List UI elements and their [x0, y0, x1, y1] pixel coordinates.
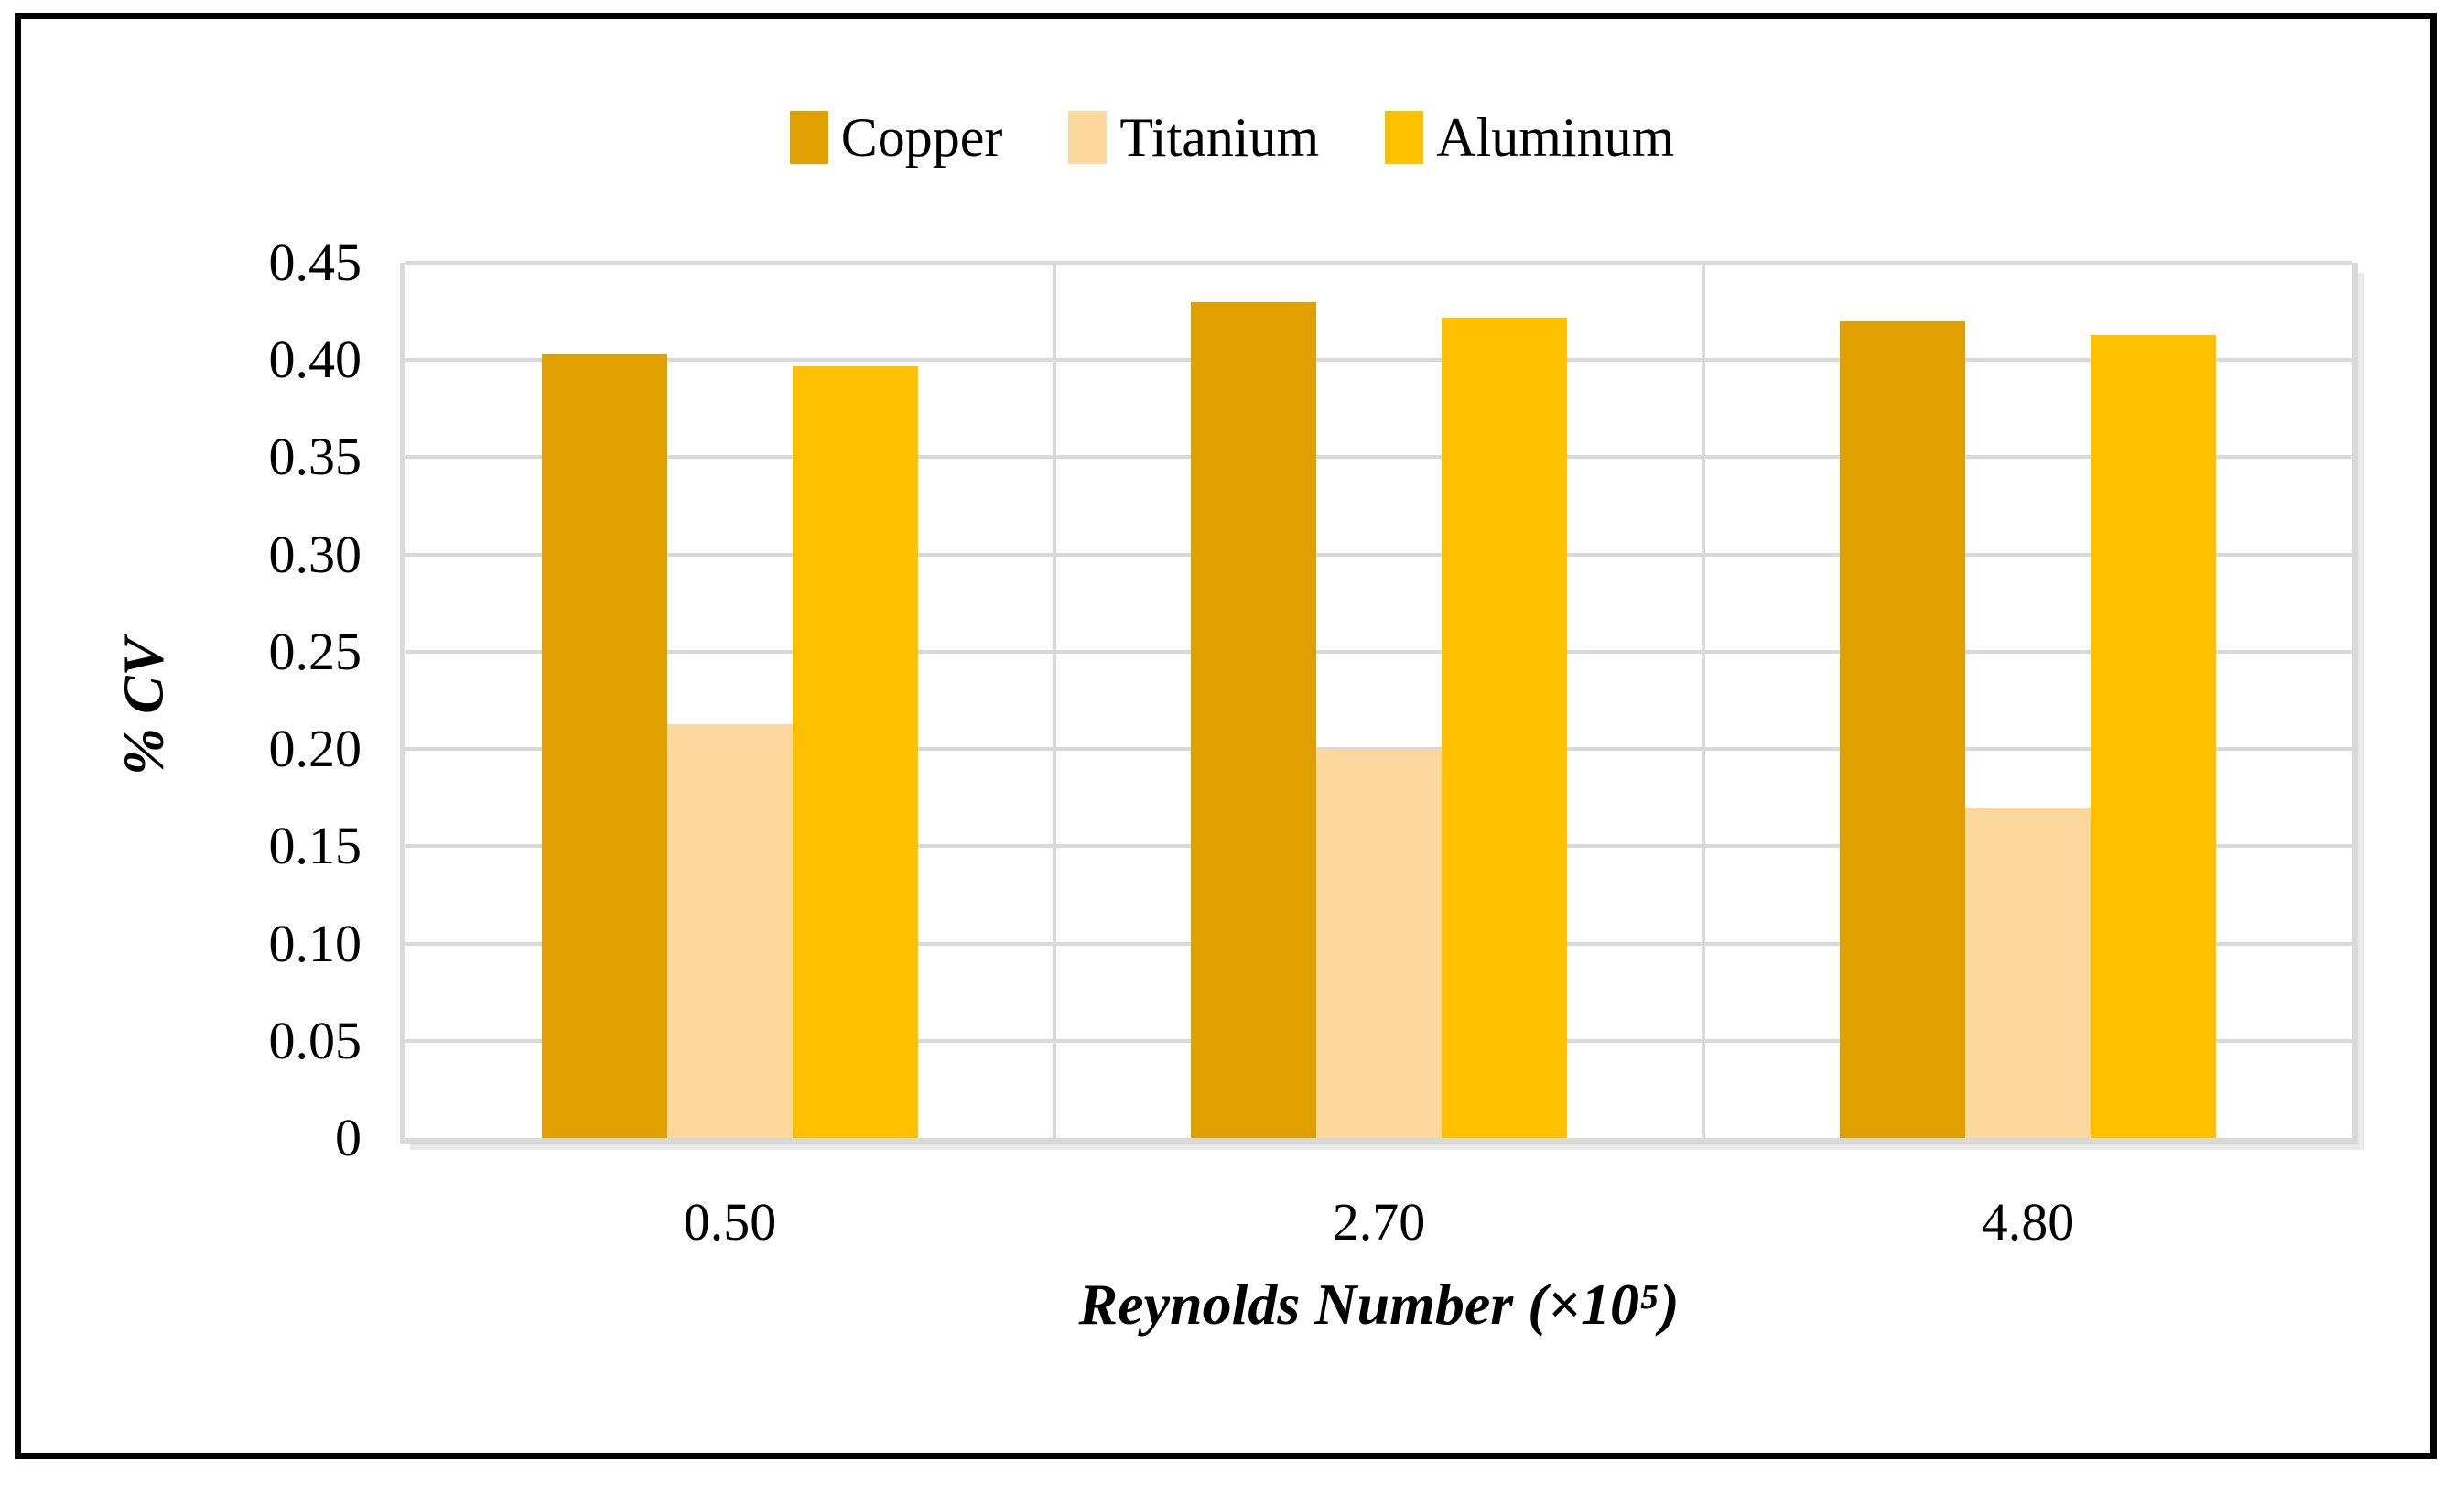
bar-copper-0.50 [542, 353, 667, 1138]
legend-swatch-icon [1385, 111, 1424, 164]
chart-border [15, 13, 2437, 1459]
y-tick-label: 0.30 [268, 524, 362, 584]
y-tick-label: 0.25 [268, 621, 362, 681]
y-tick-label: 0 [335, 1108, 362, 1167]
h-gridline [405, 261, 2352, 266]
y-tick-label: 0.20 [268, 719, 362, 779]
legend-label: Aluminum [1436, 107, 1675, 168]
bar-titanium-2.70 [1316, 749, 1442, 1138]
v-gridline [1053, 263, 1056, 1138]
y-tick-label: 0.35 [268, 427, 362, 487]
h-gridline [405, 747, 2352, 752]
legend: Copper Titanium Aluminum [0, 93, 2464, 181]
h-gridline [405, 552, 2352, 557]
legend-item-copper: Copper [789, 107, 1003, 168]
y-tick-label: 0.40 [268, 330, 362, 390]
legend-swatch-icon [1068, 111, 1108, 164]
x-axis-title: Reynolds Number (×10⁵) [1078, 1272, 1680, 1337]
legend-item-titanium: Titanium [1068, 110, 1319, 165]
bar-titanium-4.80 [1965, 807, 2091, 1138]
bar-copper-2.70 [1191, 301, 1316, 1138]
bar-aluminum-0.50 [793, 365, 918, 1138]
y-axis-title: % CV [113, 638, 176, 775]
legend-label: Titanium [1119, 107, 1320, 168]
y-tick-label: 0.45 [268, 233, 362, 292]
legend-swatch-icon [789, 111, 828, 164]
v-gridline [1702, 263, 1705, 1138]
bar-copper-4.80 [1840, 320, 1965, 1138]
x-tick-label: 0.50 [683, 1192, 777, 1252]
y-tick-label: 0.15 [268, 816, 362, 876]
h-gridline [405, 455, 2352, 460]
h-gridline [405, 358, 2352, 363]
y-tick-label: 0.10 [268, 913, 362, 973]
x-tick-label: 4.80 [1981, 1192, 2075, 1252]
bar-aluminum-2.70 [1442, 317, 1567, 1138]
x-tick-label: 2.70 [1332, 1192, 1426, 1252]
plot-area [400, 261, 2358, 1144]
bar-aluminum-4.80 [2091, 334, 2216, 1138]
legend-item-aluminum: Aluminum [1385, 110, 1674, 165]
legend-label: Copper [840, 107, 1003, 168]
y-tick-label: 0.05 [268, 1010, 362, 1070]
h-gridline [405, 649, 2352, 654]
bar-titanium-0.50 [667, 723, 793, 1138]
